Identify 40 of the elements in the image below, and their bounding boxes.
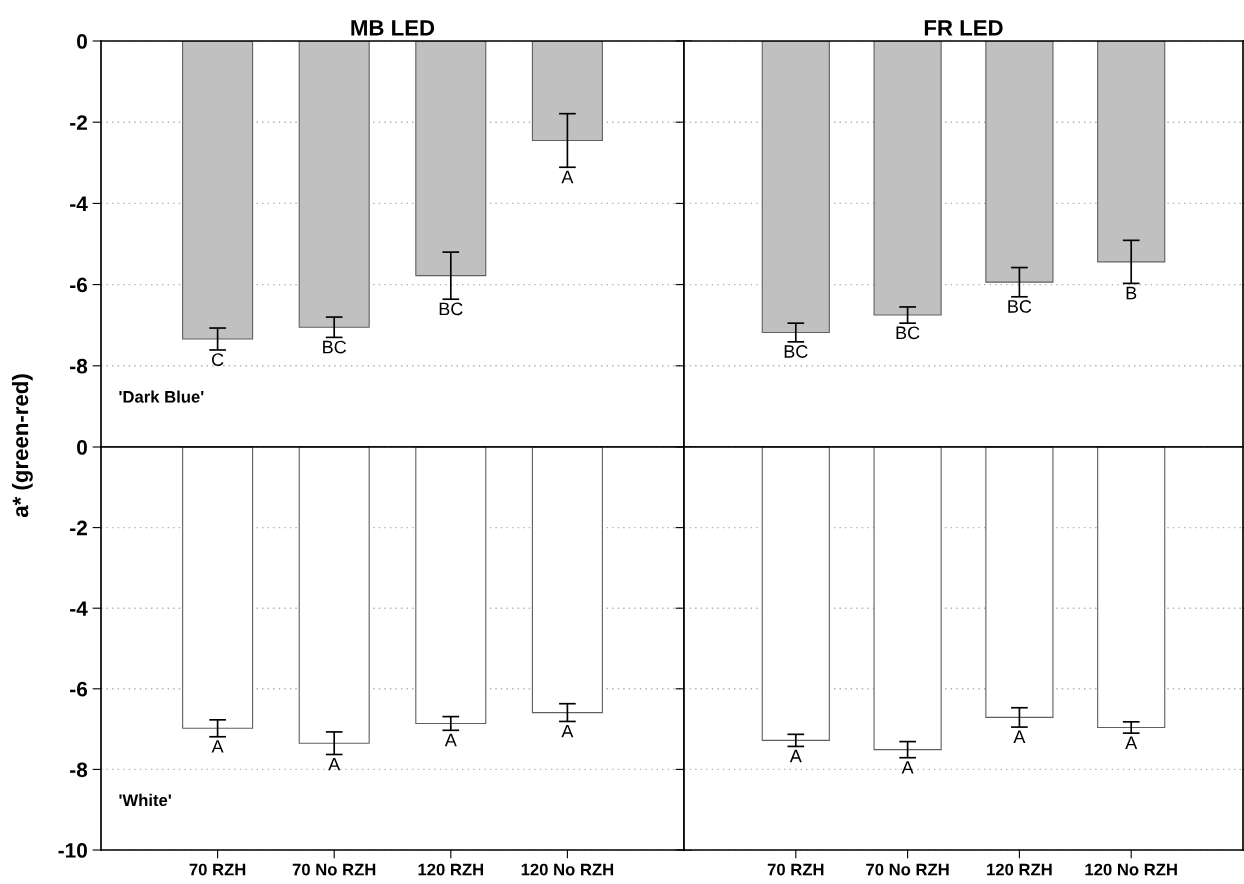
annotation: B	[1126, 286, 1137, 300]
y-tick-label: -8	[70, 762, 88, 778]
y-tick-label: -8	[70, 358, 88, 374]
annotation: BC	[896, 326, 920, 340]
x-tick-label: 70 No RZH	[292, 863, 376, 876]
x-tick-label: 120 No RZH	[1085, 863, 1177, 876]
y-axis-title: a* (green-red)	[11, 374, 33, 518]
y-tick-label: -2	[70, 520, 87, 536]
annotation: C	[212, 353, 224, 367]
x-tick-label: 120 No RZH	[521, 863, 614, 876]
annotation: 'Dark Blue'	[119, 390, 204, 403]
annotation: A	[901, 761, 914, 774]
annotation: A	[561, 170, 574, 184]
y-tick-label: 0	[77, 34, 87, 49]
x-tick-label: 70 RZH	[767, 863, 824, 876]
x-tick-label: 120 RZH	[987, 863, 1052, 876]
y-tick-label: -6	[70, 681, 88, 697]
annotation: BC	[323, 340, 347, 354]
annotation: BC	[439, 302, 463, 316]
x-tick-label: 70 No RZH	[866, 863, 949, 876]
x-tick-label: 120 RZH	[418, 863, 484, 876]
y-tick-label: -6	[70, 277, 88, 293]
chart-title: MB LED	[351, 20, 435, 36]
y-tick-label: -2	[70, 115, 87, 130]
annotation: BC	[784, 345, 808, 358]
y-tick-label: -4	[70, 601, 88, 616]
annotation: 'White'	[119, 793, 171, 807]
chart-title: FR LED	[924, 20, 1003, 36]
x-tick-label: 70 RZH	[189, 863, 246, 876]
y-tick-label: 0	[77, 440, 87, 455]
y-tick-label: -10	[58, 843, 87, 858]
annotation: A	[1125, 736, 1138, 749]
annotation: A	[328, 757, 341, 771]
annotation: A	[789, 749, 802, 763]
annotation: A	[444, 733, 457, 747]
annotation: A	[561, 724, 574, 738]
y-tick-label: -4	[70, 196, 88, 211]
annotation: BC	[1008, 300, 1032, 313]
annotation: A	[211, 740, 224, 753]
annotation: A	[1013, 730, 1026, 743]
